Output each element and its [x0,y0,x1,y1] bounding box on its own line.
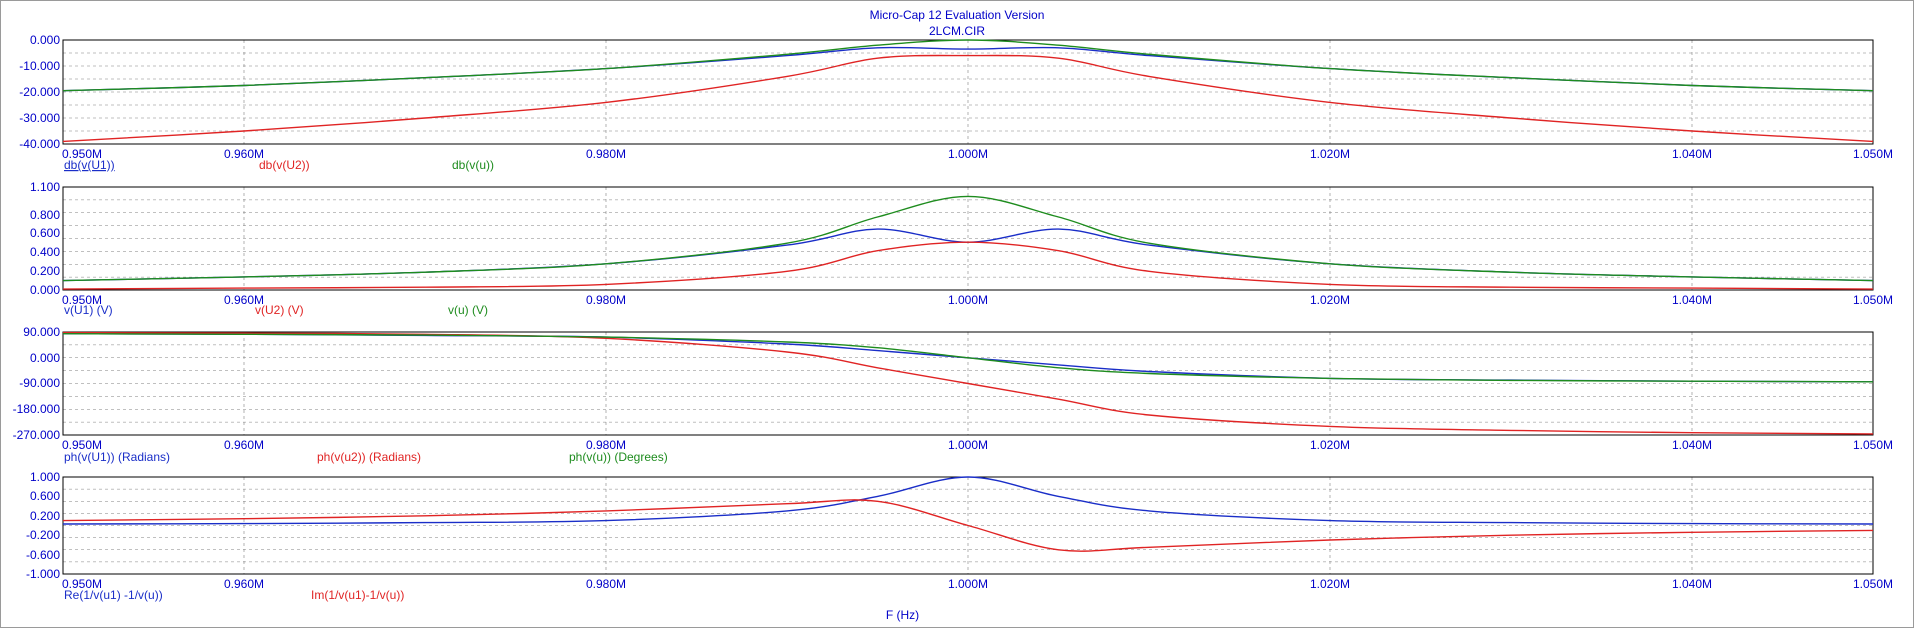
y-tick-label: 1.100 [30,180,60,194]
y-tick-label: 90.000 [23,325,60,339]
plot-panel-4 [62,476,1874,575]
window-title: Micro-Cap 12 Evaluation Version [869,8,1045,22]
y-tick-label: -20.000 [19,85,60,99]
series-label: v(U1) (V) [64,303,113,317]
plot-frame [62,331,1874,436]
series-line-red [62,499,1874,552]
y-tick-label: 1.000 [30,470,60,484]
y-tick-label: -270.000 [13,428,61,442]
x-tick-label: 1.050M [1853,293,1893,307]
series-line-red [62,54,1874,143]
y-tick-label: -1.000 [26,567,60,581]
series-label: Re(1/v(u1) -1/v(u)) [64,588,163,602]
y-tick-label: 0.600 [30,226,60,240]
plot-frame [62,186,1874,291]
circuit-name: 2LCM.CIR [928,24,985,38]
series-label: v(U2) (V) [255,303,304,317]
x-tick-label: 0.980M [586,293,626,307]
x-tick-label: 1.040M [1672,147,1712,161]
plot-panel-1 [62,39,1874,145]
x-tick-label: 0.960M [224,147,264,161]
plot-panel-2 [62,186,1874,291]
series-label: db(v(u)) [452,158,494,172]
x-tick-label: 0.950M [62,147,102,161]
series-label: ph(v(u2)) (Radians) [317,450,421,464]
y-tick-label: -10.000 [19,59,60,73]
x-tick-label: 0.950M [62,438,102,452]
x-tick-label: 0.960M [224,293,264,307]
x-tick-label: 1.050M [1853,147,1893,161]
x-tick-label: 0.950M [62,577,102,591]
y-tick-label: 0.000 [30,283,60,297]
x-tick-label: 1.000M [948,577,988,591]
y-tick-label: -90.000 [19,376,60,390]
series-label: v(u) (V) [448,303,488,317]
y-tick-label: 0.400 [30,245,60,259]
x-tick-label: 0.980M [586,147,626,161]
y-tick-label: 0.200 [30,264,60,278]
series-line-green [62,333,1874,383]
series-line-green [62,39,1874,92]
x-tick-label: 1.020M [1310,577,1350,591]
x-tick-label: 1.000M [948,438,988,452]
y-tick-label: 0.600 [30,489,60,503]
x-tick-label: 1.040M [1672,438,1712,452]
series-label: ph(v(u)) (Degrees) [569,450,668,464]
y-tick-label: 0.200 [30,509,60,523]
x-tick-label: 0.980M [586,577,626,591]
y-tick-label: -180.000 [13,402,61,416]
y-tick-label: 0.800 [30,208,60,222]
series-label: Im(1/v(u1)-1/v(u)) [311,588,404,602]
x-tick-label: 1.020M [1310,293,1350,307]
y-tick-label: -30.000 [19,111,60,125]
x-tick-label: 1.050M [1853,577,1893,591]
y-tick-label: 0.000 [30,33,60,47]
x-tick-label: 0.950M [62,293,102,307]
x-tick-label: 1.000M [948,293,988,307]
y-tick-label: -40.000 [19,137,60,151]
y-tick-label: 0.000 [30,351,60,365]
series-label: db(v(U2)) [259,158,310,172]
x-tick-label: 0.960M [224,577,264,591]
x-tick-label: 1.050M [1853,438,1893,452]
x-tick-label: 0.980M [586,438,626,452]
y-tick-label: -0.600 [26,548,60,562]
x-axis-label: F (Hz) [885,608,920,622]
x-tick-label: 1.040M [1672,293,1712,307]
plot-panel-3 [62,331,1874,436]
series-label: ph(v(U1)) (Radians) [64,450,170,464]
x-tick-label: 0.960M [224,438,264,452]
y-tick-label: -0.200 [26,528,60,542]
series-line-red [62,331,1874,435]
series-line-red [62,241,1874,290]
series-line-green [62,195,1874,282]
x-tick-label: 1.020M [1310,438,1350,452]
x-tick-label: 1.020M [1310,147,1350,161]
x-tick-label: 1.040M [1672,577,1712,591]
series-line-blue [62,476,1874,525]
series-label: db(v(U1)) [64,158,115,172]
x-tick-label: 1.000M [948,147,988,161]
